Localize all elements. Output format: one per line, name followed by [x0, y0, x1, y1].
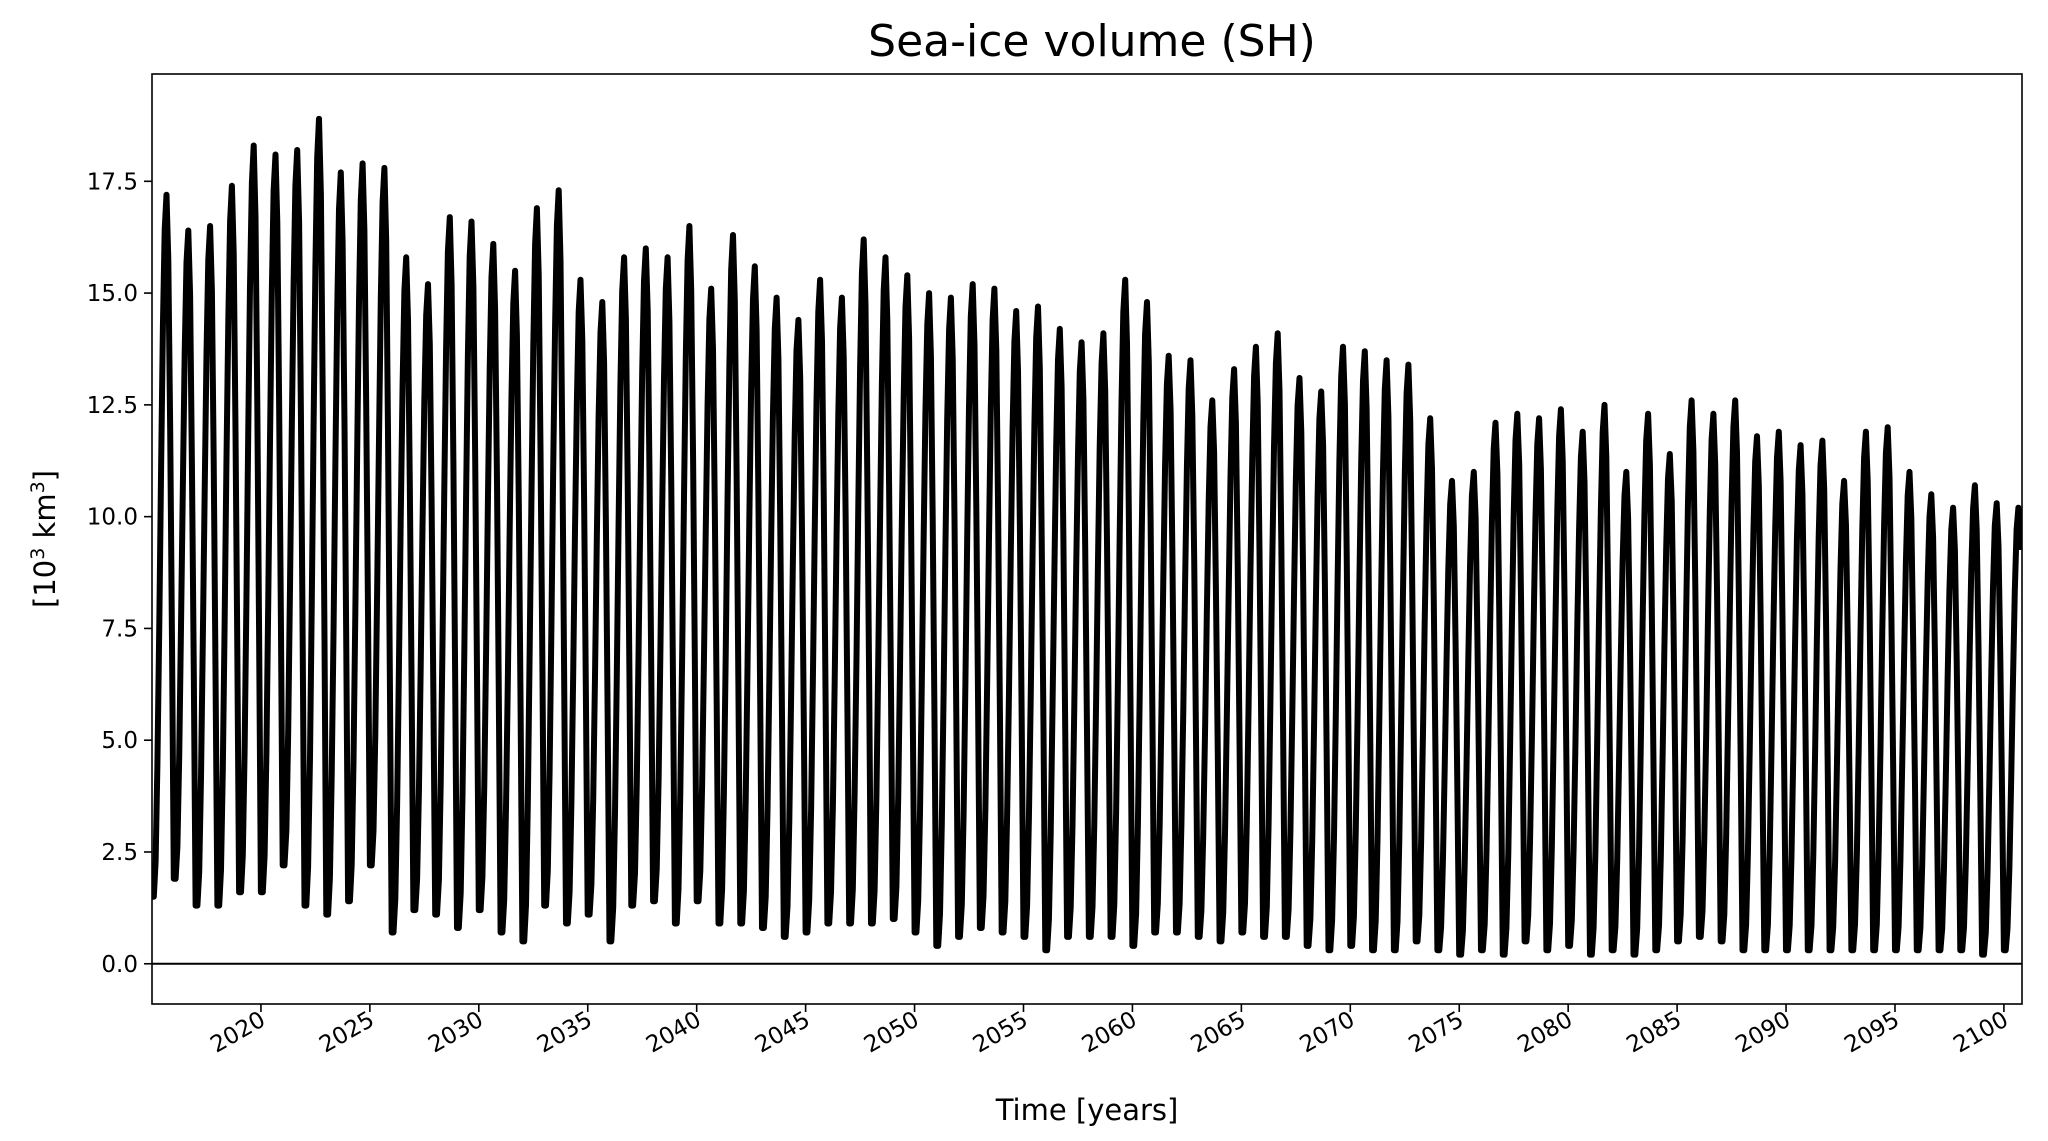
x-tick-label: 2075 [1405, 1007, 1469, 1059]
y-tick-label: 12.5 [87, 393, 138, 419]
y-axis-label-sup2: 3 [27, 481, 49, 493]
x-tick-label: 2045 [751, 1007, 815, 1059]
plot-area [151, 73, 2023, 1005]
y-axis-label: [103 km3] [27, 470, 62, 608]
y-axis-label-sup1: 3 [27, 548, 49, 560]
x-axis-label: Time [years] [995, 1093, 1179, 1127]
x-tick-label: 2080 [1513, 1007, 1577, 1059]
chart-title: Sea-ice volume (SH) [868, 16, 1316, 67]
x-tick-label: 2020 [206, 1007, 270, 1059]
x-tick-label: 2035 [533, 1007, 597, 1059]
y-tick-label: 2.5 [101, 840, 138, 866]
x-tick-label: 2025 [315, 1007, 379, 1059]
y-tick-label: 0.0 [101, 952, 138, 978]
x-tick-label: 2065 [1187, 1007, 1251, 1059]
y-tick-label: 15.0 [87, 281, 138, 307]
x-tick-label: 2060 [1078, 1007, 1142, 1059]
y-tick-label: 7.5 [101, 616, 138, 642]
x-tick-label: 2070 [1296, 1007, 1360, 1059]
x-tick-label: 2100 [1949, 1007, 2013, 1059]
x-tick-label: 2085 [1622, 1007, 1686, 1059]
y-axis-label-suffix: ] [28, 470, 62, 481]
y-tick-label: 10.0 [87, 505, 138, 531]
x-tick-label: 2030 [424, 1007, 488, 1059]
y-axis-label-mid: km [28, 493, 62, 547]
plot-border [151, 73, 2023, 1005]
y-tick-label: 5.0 [101, 728, 138, 754]
x-tick-label: 2095 [1840, 1007, 1904, 1059]
x-tick-label: 2040 [642, 1007, 706, 1059]
series-layer [152, 119, 2020, 955]
y-tick-label: 17.5 [87, 169, 138, 195]
x-tick-label: 2050 [860, 1007, 924, 1059]
x-tick-label: 2055 [969, 1007, 1033, 1059]
x-tick-label: 2090 [1731, 1007, 1795, 1059]
y-axis: 0.0 2.5 5.0 7.5 10.0 12.5 15.0 17.5 [87, 169, 152, 978]
y-axis-label-prefix: [10 [28, 560, 62, 608]
x-axis: 2020 2025 2030 2035 2040 2045 2050 2055 2060 2065… [206, 1004, 2013, 1058]
series-line [152, 119, 2020, 955]
